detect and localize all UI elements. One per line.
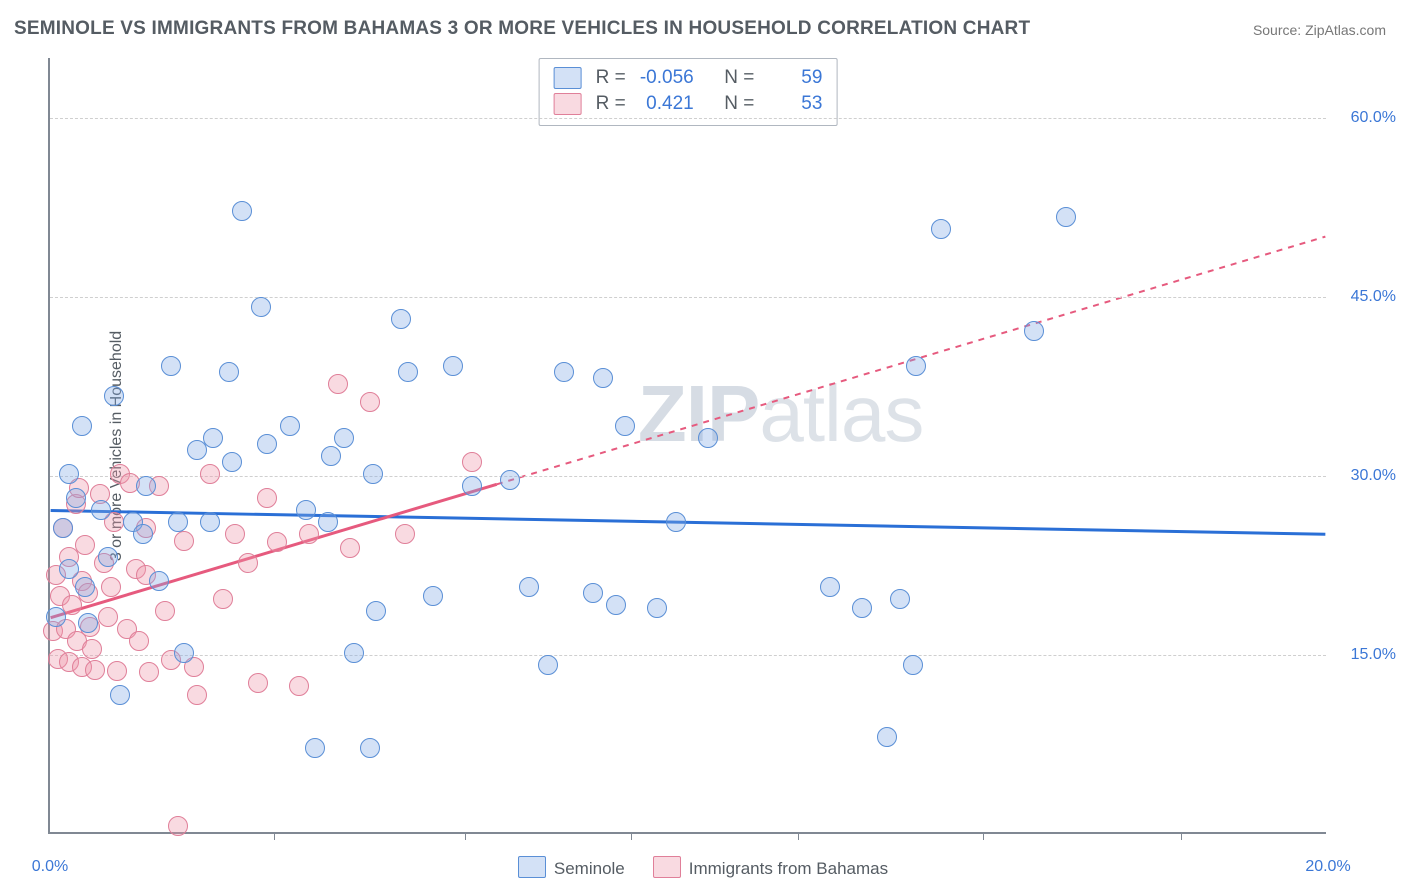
trend-line (51, 484, 497, 617)
legend-item-b: Immigrants from Bahamas (653, 856, 888, 879)
label-N: N = (724, 91, 754, 117)
gridline (50, 655, 1326, 656)
stats-row-b: R = 0.421 N = 53 (554, 91, 823, 117)
label-N: N = (724, 65, 754, 91)
trend-line (497, 237, 1326, 485)
trend-lines-layer (50, 58, 1326, 832)
value-N-b: 53 (764, 91, 822, 117)
legend-label-b: Immigrants from Bahamas (689, 859, 888, 878)
gridline (50, 476, 1326, 477)
stats-row-a: R = -0.056 N = 59 (554, 65, 823, 91)
trend-line (51, 510, 1326, 534)
x-tick-mark (1181, 832, 1182, 840)
y-tick-label: 60.0% (1336, 109, 1396, 127)
swatch-seminole (554, 67, 582, 89)
swatch-seminole (518, 856, 546, 878)
x-tick-mark (465, 832, 466, 840)
chart-title: SEMINOLE VS IMMIGRANTS FROM BAHAMAS 3 OR… (14, 18, 1030, 40)
legend-label-a: Seminole (554, 859, 625, 878)
value-N-a: 59 (764, 65, 822, 91)
x-tick-mark (631, 832, 632, 840)
gridline (50, 118, 1326, 119)
legend: Seminole Immigrants from Bahamas (0, 856, 1406, 886)
chart-container: SEMINOLE VS IMMIGRANTS FROM BAHAMAS 3 OR… (0, 0, 1406, 892)
x-tick-mark (274, 832, 275, 840)
label-R: R = (596, 91, 626, 117)
x-tick-mark (983, 832, 984, 840)
legend-item-a: Seminole (518, 856, 625, 879)
correlation-stats-box: R = -0.056 N = 59 R = 0.421 N = 53 (539, 58, 838, 126)
value-R-a: -0.056 (636, 65, 694, 91)
y-tick-label: 15.0% (1336, 646, 1396, 664)
value-R-b: 0.421 (636, 91, 694, 117)
y-tick-label: 30.0% (1336, 467, 1396, 485)
gridline (50, 297, 1326, 298)
swatch-bahamas (554, 93, 582, 115)
label-R: R = (596, 65, 626, 91)
plot-area: ZIPatlas R = -0.056 N = 59 R = 0.421 N =… (48, 58, 1326, 834)
source-credit: Source: ZipAtlas.com (1253, 22, 1386, 38)
swatch-bahamas (653, 856, 681, 878)
x-tick-mark (798, 832, 799, 840)
y-tick-label: 45.0% (1336, 288, 1396, 306)
